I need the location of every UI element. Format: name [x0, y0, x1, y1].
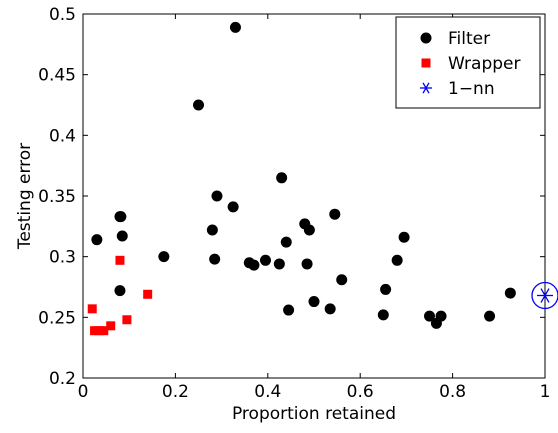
legend-marker — [420, 82, 432, 94]
filter-point — [283, 304, 295, 316]
filter-point — [398, 231, 410, 243]
y-tick-label: 0.4 — [49, 126, 76, 146]
wrapper-point — [99, 326, 109, 336]
one-nn-point — [531, 281, 558, 310]
wrapper-point — [90, 326, 100, 336]
data-points — [87, 21, 558, 336]
filter-point — [193, 99, 204, 111]
y-tick-label: 0.25 — [38, 308, 76, 328]
filter-point — [324, 303, 336, 315]
filter-point — [329, 208, 341, 220]
filter-point — [301, 258, 313, 270]
wrapper-point — [94, 326, 104, 336]
filter-point — [116, 230, 128, 242]
wrapper-point — [106, 321, 116, 331]
y-tick-label: 0.5 — [49, 5, 76, 25]
filter-point — [248, 259, 260, 271]
y-tick-label: 0.3 — [49, 248, 76, 268]
x-axis-ticks: 0 0.2 0.4 0.6 0.8 1 — [78, 14, 551, 402]
y-axis-label: Testing error — [15, 143, 35, 250]
y-tick-label: 0.45 — [38, 66, 76, 86]
filter-point — [229, 21, 241, 33]
filter-point — [91, 234, 103, 246]
filter-point — [227, 201, 239, 213]
filter-point — [336, 274, 348, 286]
filter-point — [303, 224, 315, 236]
filter-point — [206, 224, 218, 236]
filter-point — [273, 258, 285, 270]
legend: Filter Wrapper 1−nn — [395, 16, 541, 109]
legend-box — [395, 16, 541, 109]
filter-point — [377, 309, 389, 321]
filter-point — [259, 254, 271, 266]
filter-point — [484, 310, 496, 322]
filter-point — [280, 236, 292, 248]
x-axis-label: Proportion retained — [232, 404, 396, 424]
wrapper-point — [122, 315, 132, 325]
y-axis-ticks: 0.2 0.25 0.3 0.35 0.4 0.45 0.5 — [38, 5, 545, 389]
wrapper-point — [143, 289, 153, 299]
filter-point — [424, 310, 435, 322]
legend-marker — [420, 32, 432, 44]
legend-label: Filter — [448, 29, 490, 49]
x-tick-label: 0.6 — [347, 382, 374, 402]
x-tick-label: 0.4 — [254, 382, 281, 402]
filter-point — [435, 310, 447, 322]
x-tick-label: 0.2 — [162, 382, 189, 402]
legend-marker — [421, 58, 431, 68]
filter-point — [114, 285, 126, 297]
wrapper-point — [87, 304, 97, 314]
filter-point — [391, 254, 403, 266]
legend-label: Wrapper — [448, 54, 520, 74]
filter-point — [211, 190, 223, 202]
filter-point — [115, 211, 127, 223]
wrapper-point — [115, 255, 125, 265]
filter-point — [308, 296, 320, 308]
filter-point — [276, 172, 288, 184]
filter-point — [380, 283, 392, 295]
filter-point — [504, 287, 516, 299]
filter-point — [209, 253, 221, 265]
filter-point — [158, 251, 170, 263]
y-tick-label: 0.35 — [38, 187, 76, 207]
x-tick-label: 0 — [78, 382, 89, 402]
x-tick-label: 1 — [540, 382, 551, 402]
x-tick-label: 0.8 — [439, 382, 466, 402]
y-tick-label: 0.2 — [49, 369, 76, 389]
legend-label: 1−nn — [448, 79, 495, 99]
